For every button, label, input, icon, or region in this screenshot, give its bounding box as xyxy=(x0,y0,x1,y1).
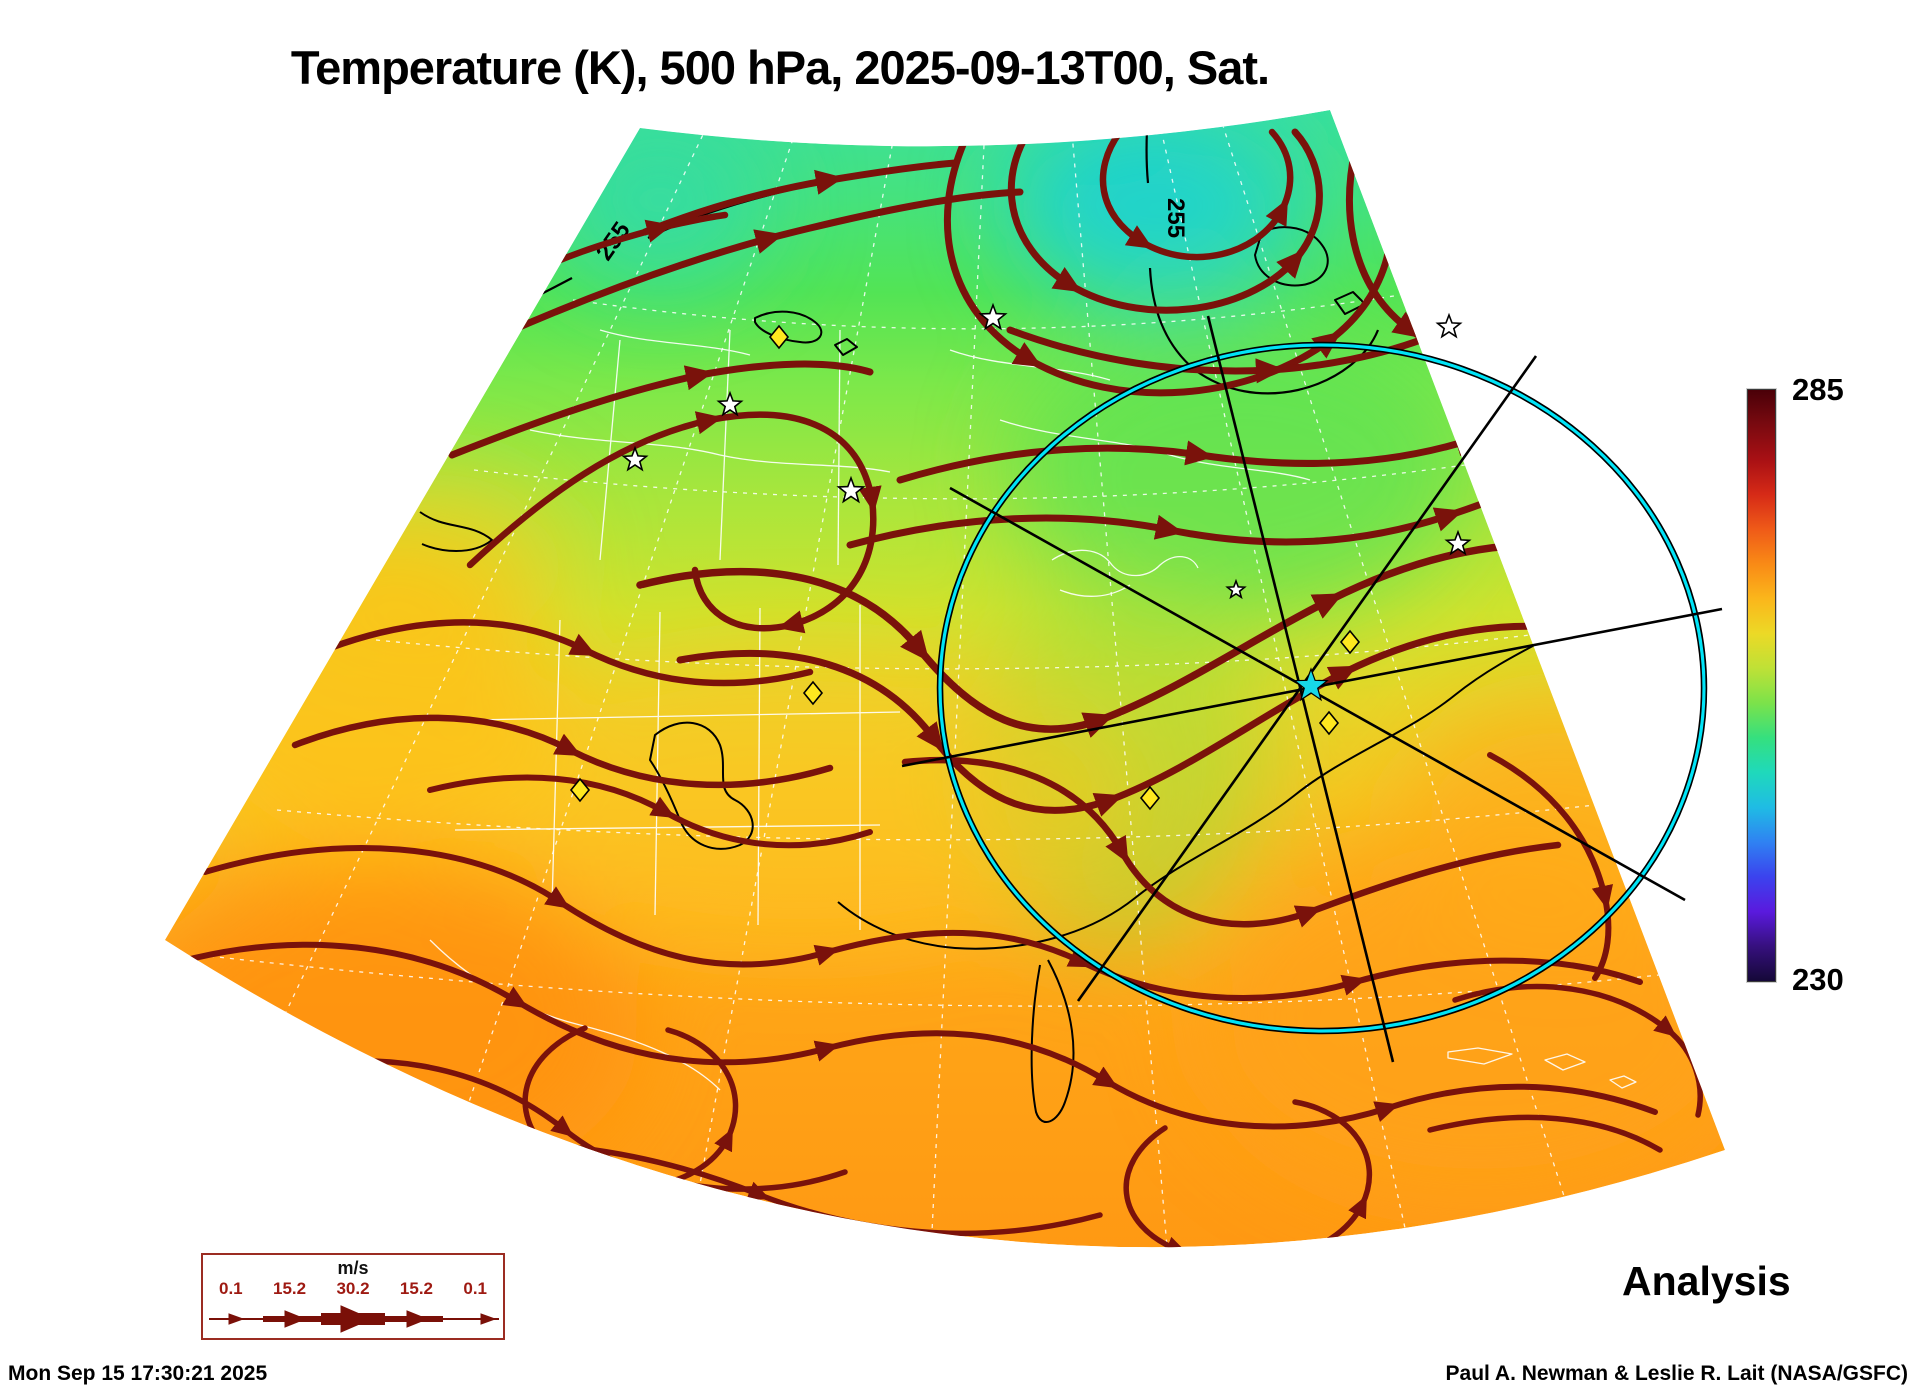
star-marker xyxy=(621,445,649,472)
diamond-marker xyxy=(569,777,591,803)
streamline xyxy=(901,756,1562,928)
streamline xyxy=(641,159,959,236)
legend-units-label: m/s xyxy=(337,1258,369,1278)
streamline xyxy=(676,622,1604,817)
diamond-marker xyxy=(1339,629,1361,655)
star-marker xyxy=(978,302,1008,331)
colorbar xyxy=(1747,389,1776,982)
streamline xyxy=(448,360,874,459)
contour-label-right: 255 xyxy=(1162,198,1189,238)
star-marker xyxy=(1225,578,1247,600)
generation-timestamp: Mon Sep 15 17:30:21 2025 xyxy=(8,1362,268,1385)
legend-arrow-scale xyxy=(209,1305,499,1333)
wind-legend: m/s 0.1 15.2 30.2 15.2 0.1 xyxy=(201,1253,505,1340)
star-markers xyxy=(621,302,1472,600)
legend-speed-labels: 0.1 15.2 30.2 15.2 0.1 xyxy=(203,1279,503,1299)
streamline xyxy=(944,136,1395,397)
streamline xyxy=(1007,118,1323,314)
star-marker xyxy=(716,390,744,417)
streamline xyxy=(1006,314,1474,384)
streamline xyxy=(202,845,1643,1001)
star-marker xyxy=(1444,529,1472,556)
streamline xyxy=(1099,128,1294,261)
streamline xyxy=(427,774,873,849)
colorbar-max-label: 285 xyxy=(1792,372,1844,407)
streamline xyxy=(1487,752,1613,981)
star-marker xyxy=(836,475,866,504)
streamline xyxy=(291,714,834,789)
star-marker xyxy=(1435,312,1463,339)
diamond-marker xyxy=(1139,785,1161,811)
legend-speed: 15.2 xyxy=(399,1279,433,1298)
legend-speed: 0.1 xyxy=(463,1279,487,1298)
legend-speed: 15.2 xyxy=(273,1279,307,1298)
streamline xyxy=(175,941,1658,1130)
streamline xyxy=(466,411,882,634)
selection-circle xyxy=(938,343,1706,1033)
diamond-marker xyxy=(1318,710,1340,736)
analysis-label: Analysis xyxy=(1622,1258,1791,1304)
legend-speed: 30.2 xyxy=(336,1279,370,1298)
credit-text: Paul A. Newman & Leslie R. Lait (NASA/GS… xyxy=(1445,1362,1908,1385)
legend-speed: 0.1 xyxy=(219,1279,243,1298)
streamline xyxy=(1123,1099,1373,1248)
colorbar-gradient xyxy=(1748,390,1775,981)
map-fan: 255 255 xyxy=(165,110,1725,1248)
page-title: Temperature (K), 500 hPa, 2025-09-13T00,… xyxy=(290,41,1270,94)
diamond-markers xyxy=(569,324,1361,811)
diamond-marker xyxy=(802,680,824,706)
streamline xyxy=(326,619,814,687)
streamline xyxy=(1427,1114,1663,1153)
colorbar-min-label: 230 xyxy=(1792,962,1844,997)
center-star-marker xyxy=(1293,667,1329,702)
streamline xyxy=(468,188,1024,352)
annotation-overlay xyxy=(569,302,1723,1063)
diamond-marker xyxy=(768,324,790,350)
